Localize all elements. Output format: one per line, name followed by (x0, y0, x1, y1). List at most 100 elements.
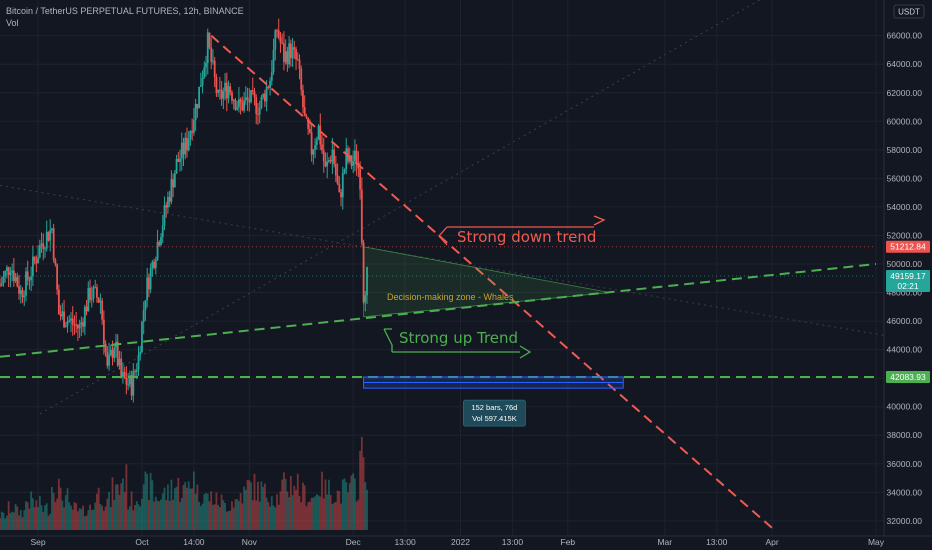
candle-body (276, 30, 278, 32)
volume-bar (156, 500, 159, 530)
volume-bar (89, 504, 91, 530)
candle-body (42, 243, 45, 249)
volume-bar (281, 479, 284, 530)
volume-bar (35, 500, 38, 530)
volume-bar (324, 479, 327, 530)
volume-bar (364, 482, 367, 530)
candle-body (360, 189, 363, 243)
candle-body (142, 310, 145, 322)
candle-body (208, 32, 211, 48)
volume-bar (355, 501, 358, 530)
volume-bar (146, 473, 149, 530)
candle-body (274, 30, 277, 50)
volume-bar (296, 473, 299, 530)
volume-bar (350, 475, 353, 530)
volume-bar (104, 506, 107, 530)
zone-label: Decision-making zone - Whales (387, 292, 514, 302)
volume-bar (44, 505, 46, 530)
candle-body (137, 354, 140, 370)
volume-bar (109, 507, 112, 530)
candle-body (255, 96, 258, 114)
down-trend-label: Strong down trend (457, 228, 596, 246)
candle-body (70, 318, 72, 321)
candle-body (66, 321, 69, 326)
candle-body (102, 319, 105, 344)
volume-bar (260, 481, 263, 530)
candle-body (225, 82, 228, 99)
candle-body (54, 259, 57, 265)
candle-body (253, 91, 256, 97)
volume-bar (137, 504, 140, 530)
volume-bar (63, 507, 65, 530)
candle-body (167, 197, 169, 208)
volume-bar (142, 484, 145, 530)
volume-bar (192, 471, 195, 530)
y-tick-label: 48000.00 (887, 288, 923, 298)
candle-body (180, 142, 183, 159)
candle-body (215, 76, 218, 93)
candle-body (90, 298, 93, 300)
candle-body (104, 343, 107, 353)
volume-bar (277, 504, 280, 530)
candle-body (281, 42, 284, 44)
volume-bar (222, 500, 225, 530)
volume-bar (4, 518, 7, 530)
volume-bar (23, 510, 26, 530)
volume-bar (348, 483, 351, 530)
drawings[interactable]: 152 bars, 76d Vol 597.415K Strong down tre… (0, 34, 877, 529)
y-tick-label: 36000.00 (887, 459, 923, 469)
x-tick-label: Nov (242, 537, 258, 547)
volume-bar (47, 515, 50, 530)
volume-bar (59, 487, 62, 530)
volume-indicator-label[interactable]: Vol (6, 18, 19, 28)
candle-body (179, 158, 181, 162)
candle-body (322, 150, 325, 162)
candle-body (284, 51, 287, 63)
volume-bar (85, 515, 88, 530)
candle-body (227, 86, 230, 99)
candle-body (289, 43, 292, 59)
candle-body (108, 355, 110, 366)
x-tick-label: 14:00 (183, 537, 205, 547)
candle-body (132, 370, 135, 396)
volume-bar (333, 502, 336, 530)
candle-body (300, 68, 303, 90)
volume-bar (49, 513, 52, 530)
symbol-title[interactable]: Bitcoin / TetherUS PERPETUAL FUTURES, 12… (6, 6, 244, 16)
candle-body (303, 107, 306, 116)
volume-bar (115, 484, 117, 530)
candle-body (122, 371, 124, 377)
candle-body (324, 161, 327, 167)
volume-bar (33, 507, 36, 530)
currency-badge-label: USDT (898, 8, 920, 17)
volume-bar (80, 509, 83, 530)
candle-body (364, 295, 367, 303)
x-tick-label: 13:00 (502, 537, 524, 547)
candle-body (312, 149, 315, 155)
volume-bar (199, 506, 202, 530)
y-tick-label: 34000.00 (887, 487, 923, 497)
candle-body (269, 80, 271, 88)
candle-body (12, 270, 15, 282)
candle-body (16, 277, 19, 287)
volume-bar (37, 507, 39, 530)
volume-bar (201, 503, 204, 530)
volume-bar (83, 516, 86, 530)
volume-bar (73, 501, 76, 530)
candle-body (241, 102, 244, 111)
candle-body (175, 158, 178, 174)
guide-line (39, 0, 761, 415)
candle-body (321, 144, 323, 151)
volume-bar (116, 484, 119, 530)
volume-bar (179, 501, 181, 530)
range-tooltip (462, 399, 526, 427)
volume-bar (30, 491, 33, 530)
candle-body (305, 115, 308, 118)
volume-bar (272, 505, 275, 530)
candle-body (192, 120, 195, 133)
candle-body (73, 324, 76, 326)
candle-body (147, 277, 150, 290)
candle-body (68, 320, 71, 322)
volume-bar (189, 488, 192, 530)
